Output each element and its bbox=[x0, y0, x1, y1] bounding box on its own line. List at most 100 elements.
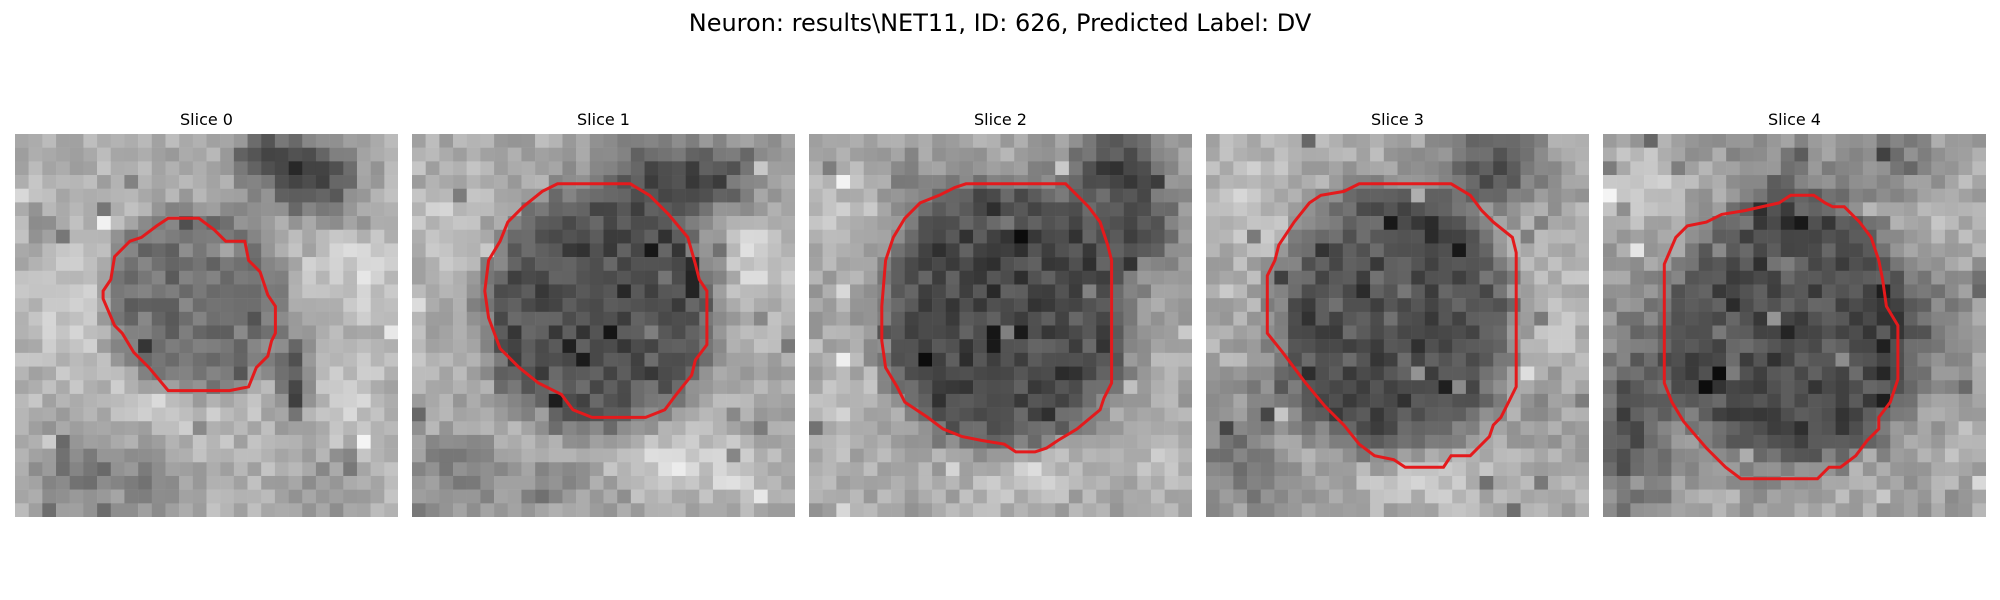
slice-pixel bbox=[1274, 270, 1289, 285]
slice-pixel bbox=[836, 503, 851, 517]
slice-pixel bbox=[836, 380, 851, 395]
slice-pixel bbox=[548, 229, 563, 244]
slice-pixel bbox=[343, 134, 358, 148]
slice-pixel bbox=[1603, 243, 1617, 258]
slice-pixel bbox=[891, 448, 905, 463]
slice-pixel bbox=[124, 161, 139, 176]
slice-pixel bbox=[1712, 380, 1727, 395]
slice-pixel bbox=[56, 229, 70, 244]
slice-pixel bbox=[973, 366, 988, 381]
slice-pixel bbox=[699, 175, 714, 189]
slice-pixel bbox=[959, 175, 974, 189]
slice-pixel bbox=[507, 503, 522, 517]
slice-pixel bbox=[151, 134, 166, 148]
slice-pixel bbox=[1794, 229, 1809, 244]
slice-pixel bbox=[302, 270, 317, 285]
slice-pixel bbox=[1698, 161, 1713, 176]
slice-pixel bbox=[630, 270, 645, 285]
slice-pixel bbox=[206, 434, 221, 449]
slice-pixel bbox=[453, 202, 467, 217]
slice-pixel bbox=[836, 243, 851, 258]
slice-pixel bbox=[1671, 175, 1686, 189]
slice-pixel bbox=[1479, 380, 1494, 395]
slice-pixel bbox=[1726, 462, 1741, 477]
slice-pixel bbox=[274, 134, 289, 148]
slice-pixel bbox=[1698, 229, 1713, 244]
slice-pixel bbox=[1712, 270, 1727, 285]
slice-pixel bbox=[603, 434, 618, 449]
slice-pixel bbox=[42, 448, 57, 463]
slice-pixel bbox=[822, 393, 837, 408]
slice-pixel bbox=[1383, 311, 1398, 326]
slice-pixel bbox=[1794, 503, 1809, 517]
slice-pixel bbox=[1712, 311, 1727, 326]
slice-pixel bbox=[1876, 489, 1891, 504]
slice-pixel bbox=[384, 503, 398, 517]
slice-pixel bbox=[1712, 339, 1727, 354]
slice-pixel bbox=[261, 448, 276, 463]
slice-pixel bbox=[220, 325, 235, 340]
slice-pixel bbox=[28, 380, 43, 395]
slice-pixel bbox=[1794, 434, 1809, 449]
slice-pixel bbox=[535, 147, 550, 162]
slice-pixel bbox=[1055, 202, 1070, 217]
slice-pixel bbox=[261, 202, 276, 217]
slice-pixel bbox=[233, 202, 248, 217]
slice-pixel bbox=[562, 175, 577, 189]
slice-pixel bbox=[1493, 434, 1508, 449]
slice-pixel bbox=[1972, 462, 1986, 477]
slice-pixel bbox=[1726, 298, 1741, 313]
slice-pixel bbox=[1644, 229, 1658, 244]
slice-pixel bbox=[1041, 380, 1056, 395]
slice-pixel bbox=[1329, 147, 1344, 162]
slice-pixel bbox=[453, 257, 467, 272]
slice-pixel bbox=[1274, 380, 1289, 395]
slice-pixel bbox=[1356, 462, 1371, 477]
slice-pixel bbox=[1164, 229, 1179, 244]
slice-pixel bbox=[83, 475, 98, 490]
slice-pixel bbox=[220, 202, 235, 217]
slice-pixel bbox=[1000, 257, 1015, 272]
slice-pixel bbox=[685, 188, 700, 203]
slice-pixel bbox=[1233, 161, 1248, 176]
slice-pixel bbox=[384, 298, 398, 313]
slice-pixel bbox=[315, 175, 330, 189]
slice-pixel bbox=[206, 298, 221, 313]
slice-pixel bbox=[809, 380, 823, 395]
slice-pixel bbox=[1315, 325, 1330, 340]
slice-pixel bbox=[603, 366, 618, 381]
slice-pixel bbox=[329, 188, 344, 203]
slice-pixel bbox=[1027, 352, 1042, 367]
slice-pixel bbox=[945, 475, 960, 490]
slice-pixel bbox=[1685, 489, 1699, 504]
slice-pixel bbox=[603, 161, 618, 176]
slice-pixel bbox=[507, 229, 522, 244]
slice-pixel bbox=[1780, 366, 1795, 381]
slice-pixel bbox=[1808, 421, 1823, 436]
slice-pixel bbox=[274, 147, 289, 162]
slice-pixel bbox=[1123, 216, 1138, 230]
slice-pixel bbox=[315, 257, 330, 272]
slice-pixel bbox=[1356, 270, 1371, 285]
slice-pixel bbox=[1288, 311, 1302, 326]
slice-pixel bbox=[1178, 380, 1192, 395]
slice-pixel bbox=[356, 175, 371, 189]
slice-pixel bbox=[1958, 407, 1973, 422]
slice-pixel bbox=[1411, 352, 1426, 367]
slice-pixel bbox=[1178, 257, 1192, 272]
slice-pixel bbox=[370, 161, 385, 176]
slice-pixel bbox=[302, 202, 317, 217]
slice-pixel bbox=[1068, 462, 1083, 477]
slice-pixel bbox=[904, 380, 919, 395]
slice-pixel bbox=[356, 407, 371, 422]
slice-pixel bbox=[494, 366, 508, 381]
slice-pixel bbox=[1520, 243, 1535, 258]
slice-pixel bbox=[1288, 134, 1302, 148]
slice-pixel bbox=[1534, 325, 1549, 340]
slice-pixel bbox=[753, 216, 768, 230]
slice-pixel bbox=[767, 393, 782, 408]
slice-pixel bbox=[877, 434, 892, 449]
slice-pixel bbox=[288, 161, 303, 176]
slice-pixel bbox=[809, 393, 823, 408]
slice-pixel bbox=[192, 311, 207, 326]
